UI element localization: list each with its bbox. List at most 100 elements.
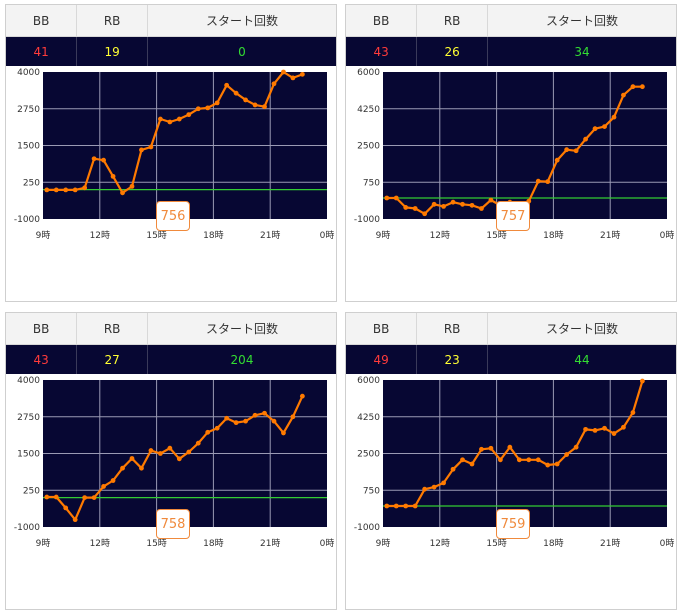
data-point (639, 84, 645, 90)
data-point (72, 517, 78, 523)
data-point (195, 106, 201, 112)
data-point (167, 119, 173, 125)
data-point (564, 452, 570, 457)
data-point (63, 505, 69, 511)
y-tick-label: -1000 (354, 215, 380, 225)
bb-count: 43 (346, 36, 417, 66)
data-point (167, 445, 173, 451)
data-point (403, 205, 409, 210)
bb-header: BB (6, 5, 77, 37)
data-point (262, 410, 267, 416)
data-point (91, 495, 97, 500)
data-point (271, 418, 277, 424)
data-point (63, 187, 69, 193)
data-point (535, 457, 541, 463)
x-tick-label: 0時 (320, 538, 335, 549)
data-point (233, 90, 239, 96)
data-point (431, 484, 437, 490)
data-point (252, 102, 258, 108)
bb-count: 41 (6, 36, 77, 66)
data-point (252, 412, 258, 418)
data-point (262, 104, 267, 110)
y-tick-label: 750 (363, 486, 380, 496)
data-point (139, 465, 144, 471)
y-tick-label: -1000 (14, 215, 40, 225)
x-tick-label: 12時 (90, 230, 110, 241)
start-count: 44 (487, 344, 676, 374)
rb-count: 19 (76, 36, 148, 66)
y-tick-label: 6000 (357, 376, 380, 386)
bb-header: BB (346, 313, 417, 345)
machine-number-button[interactable]: 758 (156, 509, 190, 539)
bb-count: 43 (6, 344, 77, 374)
data-point (583, 136, 588, 142)
rb-header: RB (76, 5, 148, 37)
data-point (393, 195, 399, 201)
data-point (630, 410, 636, 415)
data-point (82, 495, 88, 500)
data-point (72, 187, 78, 193)
data-point (460, 457, 465, 463)
start-count: 0 (147, 36, 336, 66)
data-point (630, 84, 636, 90)
x-tick-label: 21時 (260, 230, 280, 241)
stats-table: BB RB スタート回数 41 19 0 (6, 5, 336, 66)
data-point (554, 157, 560, 163)
data-point (91, 156, 97, 162)
data-point (384, 503, 390, 509)
data-point (214, 425, 220, 431)
data-point (573, 444, 579, 450)
data-point (479, 446, 484, 452)
data-point (621, 92, 626, 98)
y-tick-label: 4000 (17, 68, 40, 78)
x-tick-label: 15時 (486, 538, 506, 549)
data-point (450, 466, 456, 472)
data-point (592, 428, 598, 433)
data-point (412, 206, 418, 211)
y-tick-label: 2750 (17, 105, 40, 115)
machine-panel-759: BB RB スタート回数 49 23 44 9時 12時 15時 18時 21時 0時 60… (345, 312, 677, 610)
data-point (148, 448, 154, 453)
data-point (611, 114, 617, 120)
data-point (441, 204, 446, 209)
x-tick-label: 9時 (36, 230, 51, 241)
machine-number-button[interactable]: 757 (496, 201, 530, 231)
data-point (469, 202, 475, 208)
rb-header: RB (416, 313, 488, 345)
stats-table: BB RB スタート回数 49 23 44 (346, 313, 676, 374)
x-tick-label: 12時 (430, 538, 450, 549)
data-point (639, 378, 645, 384)
slump-graph: 9時 12時 15時 18時 21時 0時 4000 2750 1500 250 -1000 (14, 376, 335, 549)
y-tick-label: 2750 (17, 413, 40, 423)
series-line (46, 70, 303, 194)
data-point (403, 503, 409, 509)
data-point (53, 494, 59, 500)
data-point (412, 503, 418, 509)
data-point (44, 494, 50, 500)
data-point (431, 201, 437, 207)
x-tick-label: 0時 (660, 538, 675, 549)
data-point (271, 81, 277, 87)
data-point (299, 71, 305, 77)
y-tick-label: -1000 (354, 523, 380, 533)
y-tick-label: 1500 (17, 142, 40, 152)
x-tick-label: 12時 (430, 230, 450, 241)
machine-panel-757: BB RB スタート回数 43 26 34 9時 12時 15時 18時 21時 0時 60… (345, 4, 677, 302)
data-point (384, 195, 390, 201)
y-tick-label: 4250 (357, 413, 380, 423)
x-tick-label: 18時 (203, 230, 223, 241)
data-point (516, 457, 522, 463)
machine-panel-756: BB RB スタート回数 41 19 0 9時 12時 15時 18時 21時 0時 400… (5, 4, 337, 302)
bb-header: BB (6, 313, 77, 345)
machine-number-button[interactable]: 756 (156, 201, 190, 231)
x-tick-label: 12時 (90, 538, 110, 549)
data-point (205, 105, 211, 111)
start-count: 204 (147, 344, 336, 374)
data-point (393, 503, 399, 509)
machine-number-button[interactable]: 759 (496, 509, 530, 539)
data-point (281, 69, 286, 75)
data-point (545, 462, 551, 468)
y-tick-label: 750 (363, 178, 380, 188)
rb-header: RB (416, 5, 488, 37)
data-point (479, 206, 484, 211)
